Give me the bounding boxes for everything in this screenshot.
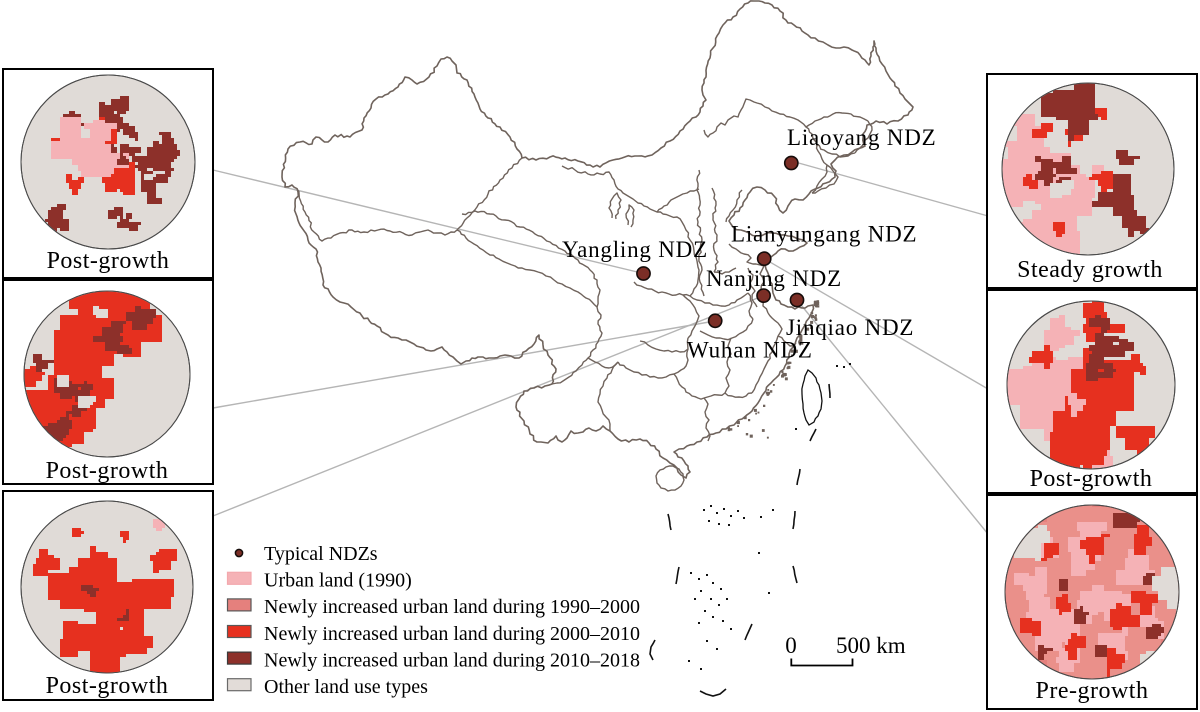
svg-text:Post-growth: Post-growth xyxy=(46,458,169,484)
svg-text:500 km: 500 km xyxy=(836,633,906,658)
svg-text:Urban land (1990): Urban land (1990) xyxy=(264,570,412,592)
svg-text:Lianyungang NDZ: Lianyungang NDZ xyxy=(731,222,917,247)
svg-text:Post-growth: Post-growth xyxy=(46,673,169,699)
svg-text:Pre-growth: Pre-growth xyxy=(1036,678,1149,704)
svg-text:Liaoyang NDZ: Liaoyang NDZ xyxy=(787,125,936,150)
svg-text:Jinqiao NDZ: Jinqiao NDZ xyxy=(786,315,914,340)
svg-text:Typical NDZs: Typical NDZs xyxy=(264,543,378,565)
svg-text:Newly increased urban land dur: Newly increased urban land during 2010–2… xyxy=(264,649,640,671)
svg-text:Post-growth: Post-growth xyxy=(47,248,170,274)
svg-text:Newly increased urban land dur: Newly increased urban land during 2000–2… xyxy=(264,623,640,645)
svg-text:Other land use types: Other land use types xyxy=(264,676,428,698)
svg-text:Steady growth: Steady growth xyxy=(1017,257,1163,283)
svg-text:Wuhan NDZ: Wuhan NDZ xyxy=(687,338,813,363)
svg-text:Yangling NDZ: Yangling NDZ xyxy=(562,237,708,262)
svg-text:Nanjing NDZ: Nanjing NDZ xyxy=(706,266,842,291)
svg-text:Newly increased urban land dur: Newly increased urban land during 1990–2… xyxy=(264,596,640,618)
svg-text:Post-growth: Post-growth xyxy=(1030,466,1153,492)
svg-text:0: 0 xyxy=(785,633,797,658)
